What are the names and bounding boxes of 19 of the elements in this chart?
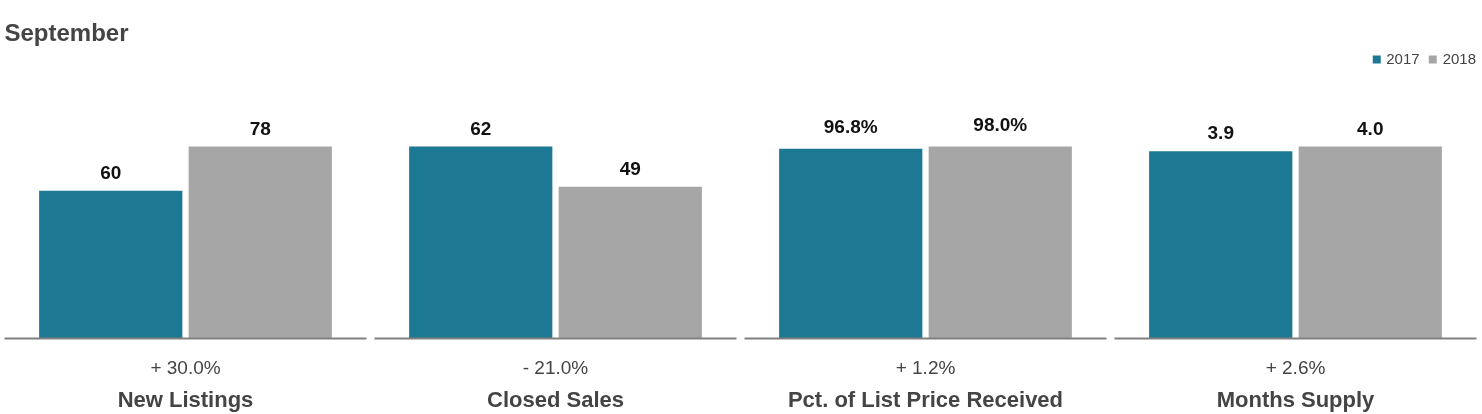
data-label: 96.8% [823,115,878,137]
x-axis-title: Pct. of List Price Received [787,386,1064,412]
x-axis-title: New Listings [117,386,254,412]
x-axis-title: Closed Sales [487,386,624,412]
data-label: 60 [100,161,122,183]
text: + 30.0% [150,356,221,378]
data-label: 4.0 [1357,117,1384,139]
data-label: 78 [249,117,271,139]
text: + 1.2% [895,356,956,378]
data-label: 3.9 [1207,122,1234,144]
data-label: 98.0% [973,113,1028,135]
legend-label: 2017 [1386,50,1420,67]
text: + 2.6% [1265,356,1326,378]
data-label: 49 [619,157,641,179]
x-axis-title: Months Supply [1216,386,1376,412]
legend-label: 2018 [1442,50,1476,67]
text: - 21.0% [522,356,589,378]
chart-title: September [4,18,129,46]
data-label: 62 [470,117,492,139]
